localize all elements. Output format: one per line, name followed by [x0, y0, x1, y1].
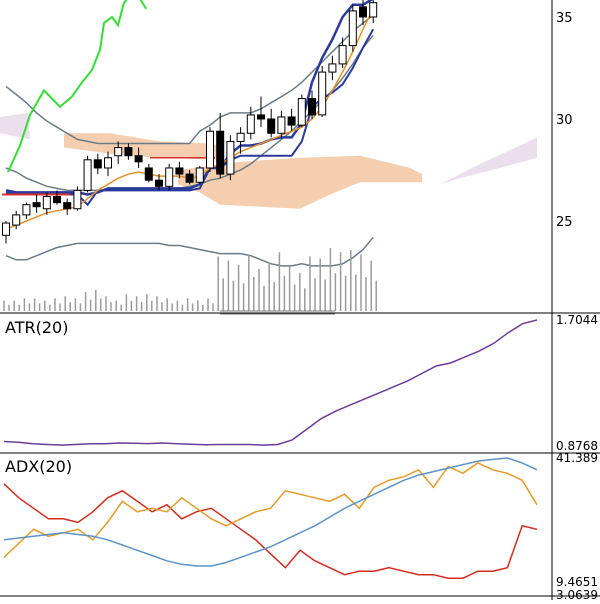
candle-body [32, 202, 41, 208]
adx-line [3, 457, 538, 567]
candle-body [246, 114, 255, 134]
bollinger-upper-line [5, 14, 374, 145]
candle-body [216, 130, 225, 175]
adx-layer [3, 457, 538, 579]
candle-body [195, 167, 204, 183]
candle-body [83, 159, 92, 191]
candle-body [73, 189, 82, 210]
candle-body [257, 114, 265, 120]
candle-body [144, 167, 153, 181]
ichimoku-cloud-lower [178, 155, 422, 209]
bollinger-lower-line [5, 236, 374, 267]
candle-body [175, 167, 184, 175]
candle-body [338, 45, 347, 65]
candle-body [63, 202, 72, 210]
candle-body [165, 167, 174, 187]
price-tick-30: 30 [556, 113, 573, 128]
candle-body [267, 118, 276, 134]
ichimoku-cloud-left [0, 112, 30, 140]
candle-body [369, 2, 378, 18]
atr-line [3, 319, 538, 446]
candle-body [124, 147, 133, 157]
tenkan-line [5, 0, 374, 196]
candle-body [308, 98, 316, 116]
atr-min-tick: 0.8768 [556, 439, 598, 453]
price-tick-35: 35 [556, 11, 573, 26]
candle-body [22, 204, 31, 216]
adx-panel-title: ADX(20) [5, 457, 72, 476]
candle-body [318, 71, 327, 116]
candle-body [134, 155, 143, 163]
adx-minus-di-line [3, 483, 538, 579]
ichimoku-cloud-right [440, 137, 537, 185]
adx-mid-tick: 9.4651 [556, 575, 598, 589]
adx-max-tick: 41.389 [556, 451, 598, 465]
candle-body [277, 116, 286, 134]
adx-min-tick: 3.0639 [556, 588, 598, 600]
atr-panel-title: ATR(20) [5, 318, 68, 337]
candle-body [359, 6, 367, 18]
candle-body [155, 179, 163, 187]
candle-body [297, 98, 306, 126]
candle-body [328, 63, 337, 73]
candle-body [348, 10, 357, 47]
candle-body [53, 196, 61, 204]
candle-body [236, 132, 245, 142]
atr-layer [3, 319, 538, 446]
candle-body [185, 173, 194, 183]
chikou-line [7, 0, 147, 173]
candle-body [2, 222, 10, 236]
price-tick-25: 25 [556, 215, 573, 230]
candle-body [114, 147, 123, 157]
candle-body [226, 140, 235, 175]
ichimoku-cloud-upper [64, 133, 218, 160]
adx-plus-di-line [3, 462, 538, 558]
candle-body [104, 157, 112, 169]
atr-max-tick: 1.7044 [556, 313, 598, 327]
price-layer [0, 0, 537, 315]
candle-body [93, 159, 102, 169]
candle-body [287, 116, 296, 126]
candle-body [42, 196, 51, 210]
candle-body [12, 214, 21, 226]
candle-body [206, 130, 214, 169]
